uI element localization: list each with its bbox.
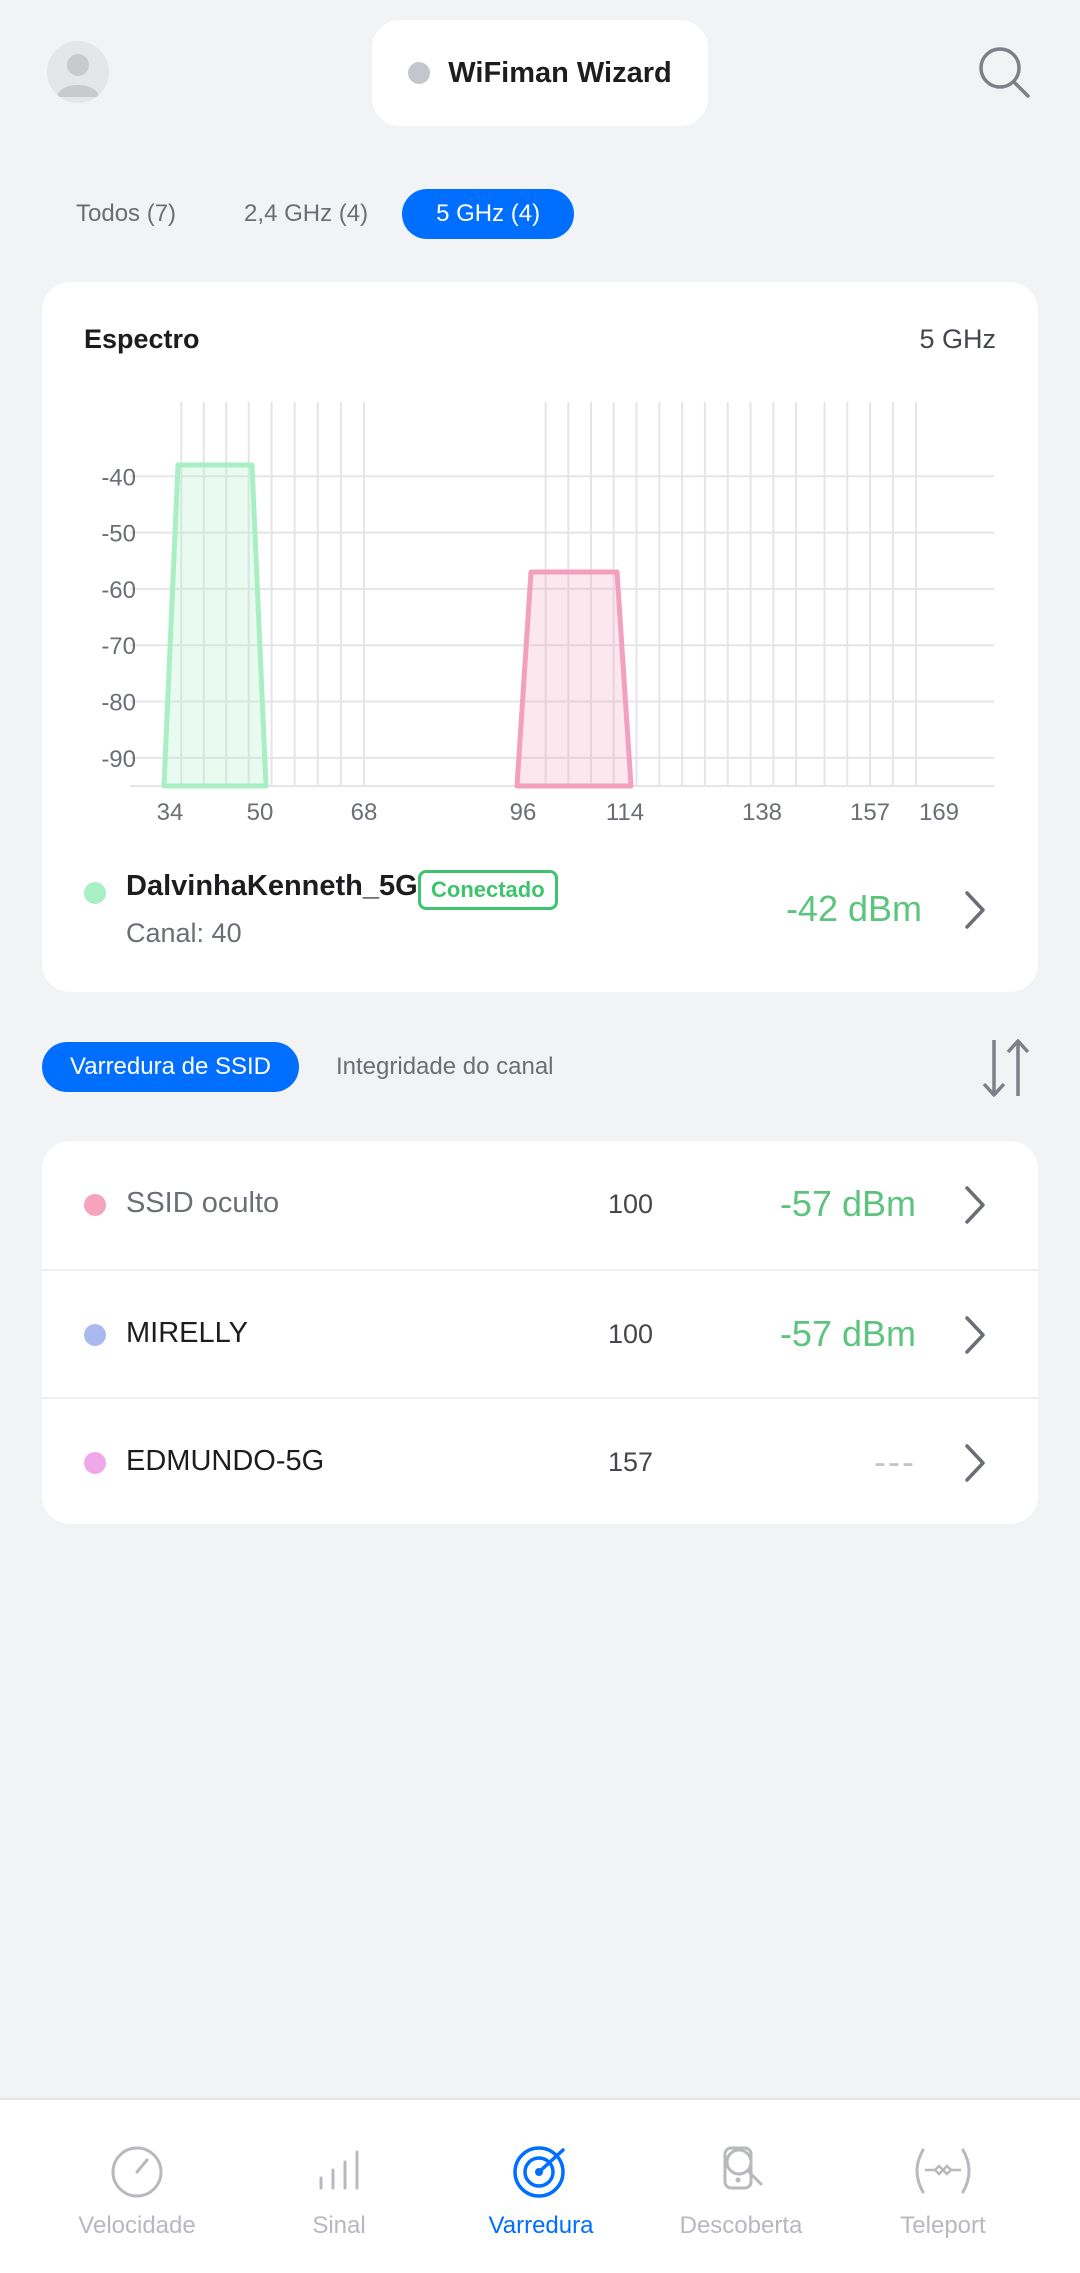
search-button[interactable] [976, 44, 1032, 100]
device-discovery-icon [723, 2146, 763, 2190]
avatar[interactable] [47, 41, 109, 103]
sort-arrows-icon [982, 1039, 1030, 1097]
connected-network-name: DalvinhaKenneth_5G [126, 870, 418, 902]
sort-button[interactable] [980, 1036, 1032, 1100]
spectrum-title: Espectro [84, 324, 200, 354]
nav-label: Varredura [488, 2212, 594, 2239]
y-tick-label: -80 [101, 690, 136, 717]
x-tick-label: 68 [351, 799, 378, 826]
x-tick-label: 50 [247, 799, 274, 826]
tab-2-4ghz[interactable]: 2,4 GHz (4) [244, 200, 369, 227]
network-signal: -57 dBm [779, 1313, 916, 1354]
nav-item-velocidade[interactable]: Velocidade [37, 2140, 237, 2240]
spectrum-chart: -40 -50 -60 -70 -80 -90 34 50 68 96 114 138 157 169 [101, 402, 994, 826]
nav-item-sinal[interactable]: Sinal [239, 2140, 439, 2240]
app-title-pill[interactable]: WiFiman Wizard [372, 20, 708, 126]
user-avatar-icon [57, 54, 99, 97]
search-icon [979, 47, 1030, 98]
network-channel: 100 [608, 1319, 654, 1349]
chevron-right-icon [965, 1316, 985, 1354]
status-dot [408, 62, 431, 84]
app-title: WiFiman Wizard [448, 56, 672, 89]
x-tick-label: 169 [919, 799, 959, 826]
connected-network-channel: Canal: 40 [126, 918, 242, 948]
chevron-right-icon[interactable] [964, 890, 986, 930]
connected-network-dot [84, 882, 106, 904]
network-name: MIRELLY [126, 1317, 248, 1349]
network-signal: --- [874, 1441, 916, 1482]
nav-label: Teleport [900, 2212, 986, 2239]
nav-item-teleport[interactable]: Teleport [843, 2140, 1043, 2240]
radar-icon [513, 2146, 565, 2198]
list-item[interactable]: SSID oculto 100 -57 dBm [42, 1141, 1038, 1269]
x-tick-label: 157 [850, 799, 890, 826]
y-tick-label: -70 [101, 633, 136, 660]
signal-bars-icon [319, 2150, 359, 2190]
tab-ssid-scan[interactable]: Varredura de SSID [42, 1042, 299, 1092]
connected-network-signal: -42 dBm [785, 888, 922, 929]
network-list: SSID oculto 100 -57 dBm MIRELLY 100 -57 … [42, 1141, 1038, 1524]
spectrum-series-1 [514, 569, 634, 789]
network-channel: 100 [608, 1189, 654, 1219]
x-tick-label: 34 [157, 799, 184, 826]
tab-all-bands[interactable]: Todos (7) [76, 200, 177, 227]
y-tick-label: -60 [101, 577, 136, 604]
network-color-dot [84, 1324, 106, 1346]
nav-item-descoberta[interactable]: Descoberta [641, 2140, 841, 2240]
network-name: EDMUNDO-5G [126, 1445, 325, 1477]
nav-label: Velocidade [78, 2212, 196, 2239]
network-name: SSID oculto [126, 1187, 280, 1219]
network-color-dot [84, 1194, 106, 1216]
chevron-right-icon [965, 1186, 985, 1224]
network-signal: -57 dBm [779, 1183, 916, 1224]
y-tick-label: -90 [101, 746, 136, 773]
band-filter-tabs: Todos (7) 2,4 GHz (4) 5 GHz (4) [42, 189, 575, 239]
list-item[interactable]: EDMUNDO-5G 157 --- [42, 1397, 1038, 1524]
network-channel: 157 [608, 1447, 654, 1477]
teleport-icon [915, 2148, 971, 2194]
connected-badge: Conectado [418, 870, 558, 910]
network-color-dot [84, 1452, 106, 1474]
tab-channel-health[interactable]: Integridade do canal [336, 1053, 554, 1080]
x-tick-label: 114 [606, 799, 644, 826]
nav-item-varredura[interactable]: Varredura [441, 2140, 641, 2240]
speedometer-icon [111, 2146, 163, 2198]
bottom-navigation: Velocidade Sinal Varredura Descoberta [0, 2098, 1080, 2273]
chevron-right-icon [965, 1444, 985, 1482]
nav-label: Descoberta [679, 2212, 803, 2239]
spectrum-band-label: 5 GHz [919, 324, 996, 354]
list-item[interactable]: MIRELLY 100 -57 dBm [42, 1269, 1038, 1397]
tab-5ghz[interactable]: 5 GHz (4) [402, 189, 575, 239]
nav-label: Sinal [312, 2212, 366, 2239]
spectrum-card: Espectro 5 GHz -40 -50 -60 -70 -80 -90 34 50 68 9… [42, 282, 1038, 992]
spectrum-series-0 [161, 462, 269, 789]
y-tick-label: -50 [101, 521, 136, 548]
x-tick-label: 138 [742, 799, 782, 826]
x-tick-label: 96 [510, 799, 537, 826]
y-tick-label: -40 [101, 464, 136, 491]
